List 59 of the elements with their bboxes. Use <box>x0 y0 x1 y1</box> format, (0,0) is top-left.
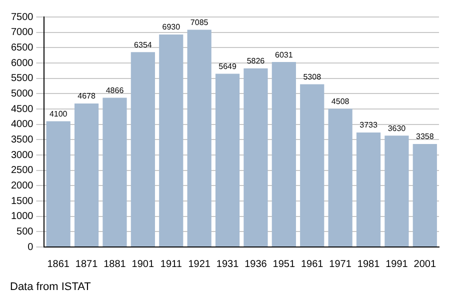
bar <box>159 34 184 246</box>
data-label: 6354 <box>134 40 152 50</box>
bar <box>300 84 324 246</box>
bar <box>384 136 409 246</box>
y-tick-label: 2500 <box>10 165 34 176</box>
bar <box>102 98 127 246</box>
bar <box>46 121 70 246</box>
data-label: 3630 <box>388 124 406 133</box>
x-tick-label: 1971 <box>329 258 352 270</box>
x-tick-label: 1871 <box>75 258 98 270</box>
data-label: 4508 <box>331 96 350 106</box>
bar <box>215 74 240 246</box>
bar <box>328 108 352 246</box>
data-label: 6031 <box>275 50 294 60</box>
y-tick-label: 7500 <box>10 12 34 23</box>
bar <box>412 144 437 246</box>
data-label: 3358 <box>416 132 434 142</box>
bar <box>187 30 212 246</box>
x-tick-label: 1921 <box>188 258 211 270</box>
y-tick-label: 7000 <box>10 27 34 38</box>
bar <box>74 104 99 246</box>
data-label: 6930 <box>162 22 181 32</box>
x-tick-label: 1961 <box>300 258 324 270</box>
y-tick-label: 500 <box>16 226 34 238</box>
text: Data from ISTAT <box>10 281 92 293</box>
y-tick-label: 5500 <box>10 73 34 84</box>
data-label: 4678 <box>78 92 96 101</box>
y-tick-label: 1000 <box>10 211 34 222</box>
bar <box>130 52 155 246</box>
x-tick-label: 1911 <box>160 258 182 270</box>
data-label: 5826 <box>246 56 266 66</box>
x-tick-label: 1931 <box>216 258 240 270</box>
data-label: 5308 <box>303 72 322 82</box>
y-tick-label: 4000 <box>10 119 34 130</box>
y-tick-label: 5000 <box>10 88 34 100</box>
x-tick-label: 1981 <box>357 258 380 270</box>
data-label: 5649 <box>218 62 237 71</box>
y-tick-label: 6500 <box>10 42 34 54</box>
data-label: 4866 <box>106 86 124 95</box>
x-tick-label: 1936 <box>244 258 268 270</box>
y-tick-label: 3500 <box>10 134 34 146</box>
data-label: 4100 <box>49 109 68 118</box>
data-label: 3733 <box>360 120 378 130</box>
x-tick-label: 1951 <box>272 258 296 270</box>
y-tick-label: 4500 <box>10 104 34 115</box>
bar <box>356 132 381 246</box>
bar <box>272 62 296 246</box>
bar <box>244 68 268 246</box>
y-tick-label: 0 <box>28 242 34 253</box>
x-tick-label: 1881 <box>104 258 126 270</box>
x-tick-label: 2001 <box>414 258 436 270</box>
x-tick-label: 1901 <box>132 258 154 270</box>
x-tick-label: 1991 <box>386 258 408 270</box>
y-tick-label: 3000 <box>10 150 34 161</box>
data-label: 7085 <box>190 18 209 27</box>
y-tick-label: 6000 <box>10 58 34 69</box>
y-tick-label: 2000 <box>10 180 34 192</box>
y-tick-label: 1500 <box>10 196 34 207</box>
x-tick-label: 1861 <box>47 258 70 270</box>
